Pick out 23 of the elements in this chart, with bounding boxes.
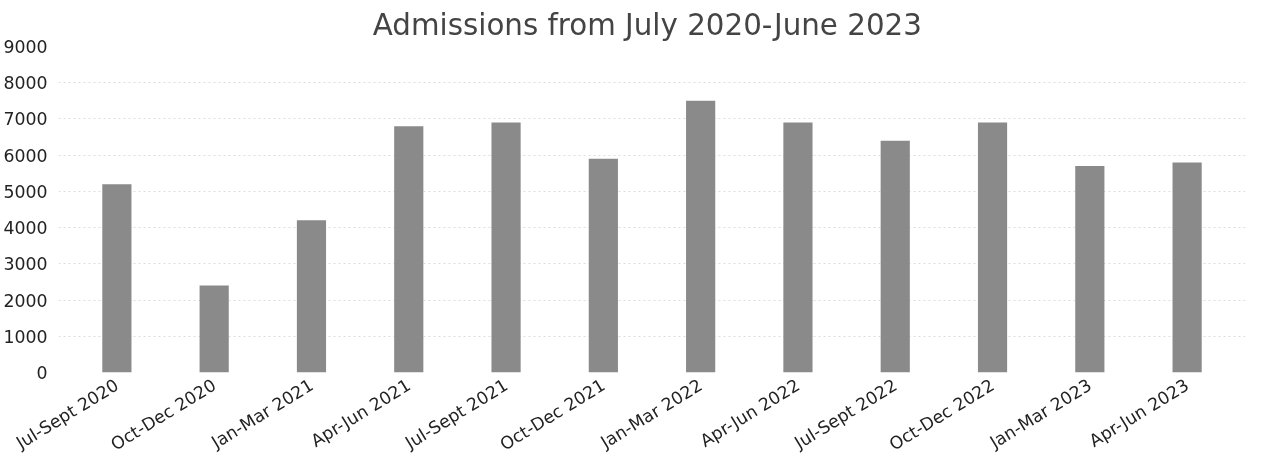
y-tick-label: 5000 [3,181,48,202]
y-tick-label: 0 [36,363,48,383]
y-tick-label: 9000 [3,37,48,57]
y-tick-label: 6000 [3,145,48,166]
bar [199,285,229,373]
y-tick-label: 1000 [3,326,48,347]
bar [491,122,521,373]
y-tick-label: 2000 [3,290,48,311]
chart-title: Admissions from July 2020-June 2023 [372,7,922,42]
bar [686,100,716,373]
y-tick-label: 7000 [3,109,48,130]
bar [394,126,424,373]
bar [1075,166,1105,373]
bar [102,184,132,373]
bar [783,122,813,373]
bar [880,140,910,373]
bar [1172,162,1202,373]
y-tick-label: 3000 [3,254,48,275]
bar [977,122,1008,373]
bar [588,158,618,373]
bar [296,220,327,373]
y-tick-label: 8000 [3,73,48,94]
y-tick-label: 4000 [3,218,48,239]
